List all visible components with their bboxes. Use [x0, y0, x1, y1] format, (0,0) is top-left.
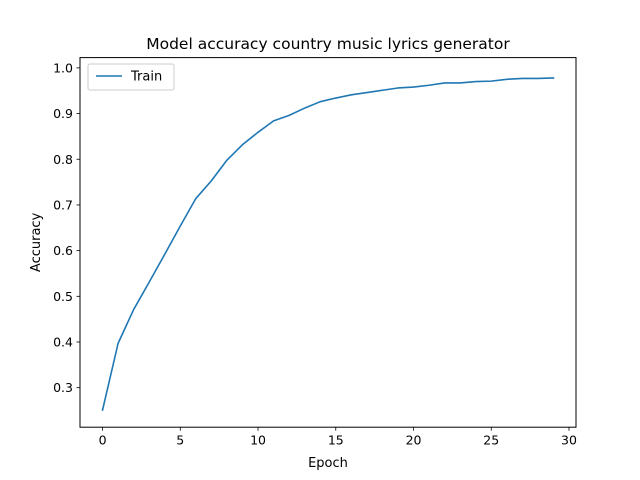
y-tick-label: 0.4 [53, 334, 73, 349]
x-axis-title: Epoch [308, 456, 348, 471]
x-tick-label: 0 [99, 433, 107, 448]
legend-label-train: Train [130, 70, 162, 85]
chart-title: Model accuracy country music lyrics gene… [146, 35, 510, 53]
y-axis-ticks: 0.3 0.4 0.5 0.6 0.7 0.8 0.9 1.0 [53, 60, 80, 395]
y-tick-label: 0.8 [53, 152, 73, 167]
y-tick-label: 0.5 [53, 289, 73, 304]
legend-box [87, 63, 175, 91]
y-tick-label: 0.9 [53, 106, 73, 121]
x-axis-ticks: 0 5 10 15 20 25 30 [99, 427, 577, 448]
x-tick-label: 15 [328, 433, 344, 448]
x-tick-label: 30 [561, 433, 577, 448]
axes-frame [79, 57, 577, 428]
y-tick-label: 0.6 [53, 243, 73, 258]
series-line-train [101, 77, 555, 412]
x-tick-label: 20 [406, 433, 422, 448]
y-axis-title: Accuracy [29, 212, 44, 272]
x-tick-label: 10 [250, 433, 266, 448]
y-tick-label: 0.3 [53, 380, 73, 395]
legend: Train [87, 63, 175, 91]
x-tick-label: 25 [483, 433, 499, 448]
x-tick-label: 5 [176, 433, 184, 448]
series-layer [101, 77, 555, 412]
y-tick-label: 0.7 [53, 197, 73, 212]
y-tick-label: 1.0 [53, 60, 73, 75]
